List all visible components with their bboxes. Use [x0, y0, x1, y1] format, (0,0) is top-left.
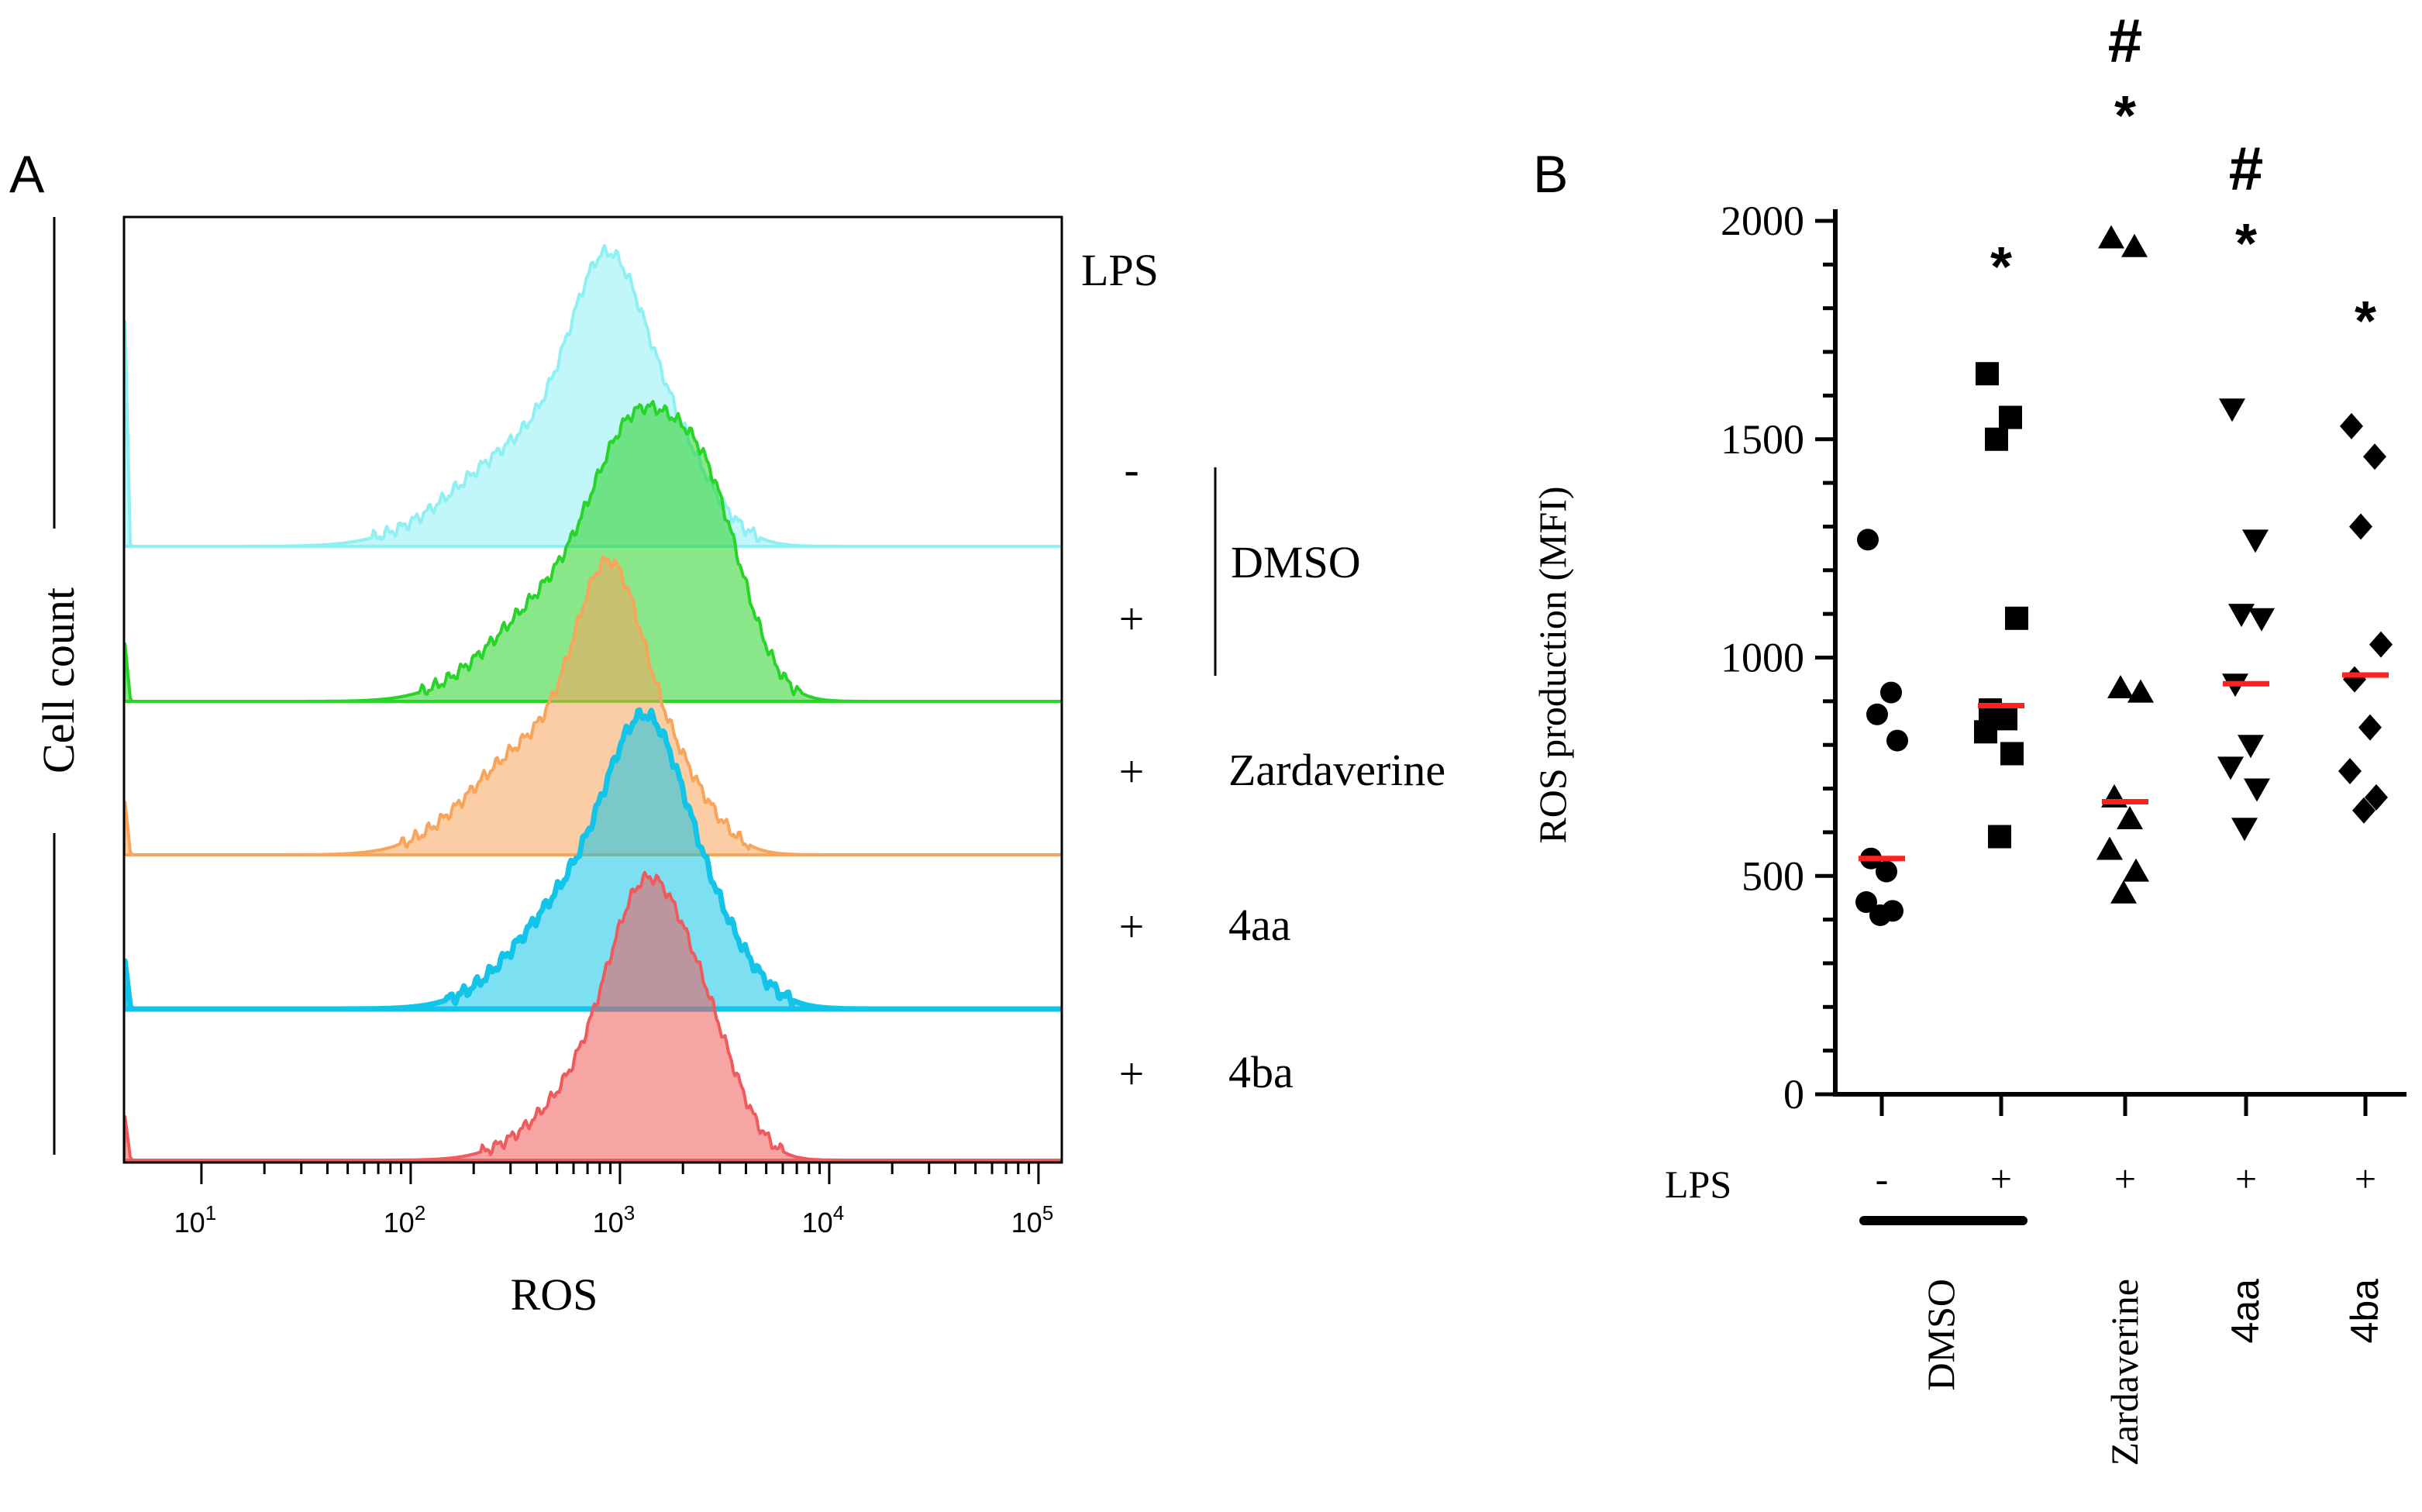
scatter-points [1855, 225, 2393, 926]
data-point [2000, 742, 2024, 766]
data-point [2217, 756, 2244, 780]
significance-marks: * # * # * * [1990, 6, 2376, 353]
data-point [2343, 666, 2366, 693]
data-point [2238, 735, 2264, 759]
histogram-4ba [124, 870, 1062, 1162]
treatment-label: 4aa [1228, 900, 1291, 950]
panel-b-label: B [1533, 145, 1568, 204]
data-point [2123, 858, 2149, 882]
data-point [1999, 405, 2022, 429]
hash-marker: # [2229, 134, 2264, 203]
data-point [1857, 529, 1879, 551]
lps-sign: + [2114, 1157, 2136, 1200]
asterisk-marker: * [2355, 291, 2376, 353]
category-label: 4ba [2343, 1279, 2386, 1344]
lps-sign: - [1124, 444, 1139, 494]
data-point [2096, 836, 2123, 860]
category-label: DMSO [1919, 1279, 1962, 1390]
data-point [2242, 529, 2269, 553]
plot-b-ylabel: ROS production (MFI) [1531, 486, 1574, 843]
hash-marker: # [2108, 6, 2143, 75]
plot-a-x-axis: 101 102 103 104 105 [174, 1162, 1054, 1238]
plot-a-frame [122, 215, 1063, 1164]
data-point [2365, 784, 2388, 811]
category-label: 4aa [2224, 1279, 2267, 1344]
data-point [1976, 362, 1999, 386]
y-tick-label: 500 [1742, 852, 1804, 899]
data-point [1855, 891, 1877, 914]
lps-sign: + [1119, 746, 1145, 797]
data-point [1866, 703, 1888, 725]
lps-signs: - + + + + [1876, 1157, 2376, 1200]
data-point [2117, 805, 2143, 829]
data-point [2349, 513, 2372, 540]
plot-a-ylabel: Cell count [33, 587, 84, 773]
lps-sign: + [2355, 1157, 2376, 1200]
median-lines [1859, 672, 2389, 862]
data-point [2248, 608, 2275, 632]
lps-sign: + [2235, 1157, 2257, 1200]
data-point [2098, 225, 2124, 249]
data-point [1994, 707, 2017, 731]
category-label: Zardaverine [2103, 1279, 2146, 1466]
histogram-layer [124, 243, 1062, 1162]
histogram-zardaverine [124, 555, 1062, 856]
data-point [2363, 443, 2386, 470]
data-point [1880, 681, 1902, 704]
data-point [1886, 729, 1908, 752]
asterisk-marker: * [1990, 236, 2012, 298]
data-point [1985, 427, 2008, 451]
data-point [2219, 398, 2245, 422]
data-point [2005, 606, 2028, 630]
plot-b-y-axis: 0 500 1000 1500 2000 [1721, 198, 2406, 1118]
lps-header: LPS [1081, 245, 1159, 295]
data-point [2107, 674, 2134, 698]
data-point [2358, 714, 2382, 741]
y-tick-label: 1500 [1721, 416, 1804, 463]
lps-sign: + [1119, 1049, 1145, 1099]
data-point [1869, 904, 1891, 926]
data-point [2110, 880, 2137, 904]
lps-row-label: LPS [1665, 1162, 1731, 1206]
y-tick-label: 2000 [1721, 198, 1804, 244]
lps-sign: - [1876, 1157, 1889, 1200]
data-point [2231, 818, 2258, 842]
histogram-dmso-lps-pos [124, 400, 1062, 703]
data-point [2369, 631, 2393, 658]
lps-sign: + [1990, 1157, 2012, 1200]
data-point [2244, 778, 2270, 802]
lps-sign: + [1119, 594, 1145, 644]
data-point [1974, 720, 1997, 744]
x-tick-label: 104 [802, 1201, 845, 1238]
data-point [1876, 860, 1897, 883]
dmso-group-label: DMSO [1231, 537, 1361, 587]
asterisk-marker: * [2114, 85, 2136, 147]
y-tick-label: 1000 [1721, 635, 1804, 681]
data-point [2338, 758, 2362, 785]
histogram-4aa [124, 707, 1062, 1012]
lps-sign: + [1119, 901, 1145, 952]
x-tick-label: 103 [593, 1201, 636, 1238]
x-tick-label: 105 [1011, 1201, 1054, 1238]
data-point [2228, 604, 2255, 628]
asterisk-marker: * [2235, 213, 2257, 275]
data-point [2340, 412, 2363, 439]
histogram-legend: - + + Zardaverine + 4aa + 4ba [1119, 444, 1446, 1099]
data-point [2352, 797, 2375, 824]
x-tick-label: 101 [174, 1201, 217, 1238]
x-tick-label: 102 [384, 1201, 426, 1238]
panel-a-label: A [9, 145, 45, 204]
data-point [2121, 233, 2148, 257]
y-tick-label: 0 [1783, 1071, 1804, 1118]
plot-a-xlabel: ROS [511, 1269, 598, 1320]
category-labels: DMSO Zardaverine 4aa 4ba [1919, 1279, 2386, 1466]
treatment-label: Zardaverine [1228, 745, 1445, 795]
data-point [2127, 679, 2154, 703]
histogram-dmso-lps-neg [124, 243, 1062, 548]
treatment-label: 4ba [1228, 1047, 1294, 1097]
data-point [1988, 825, 2011, 849]
